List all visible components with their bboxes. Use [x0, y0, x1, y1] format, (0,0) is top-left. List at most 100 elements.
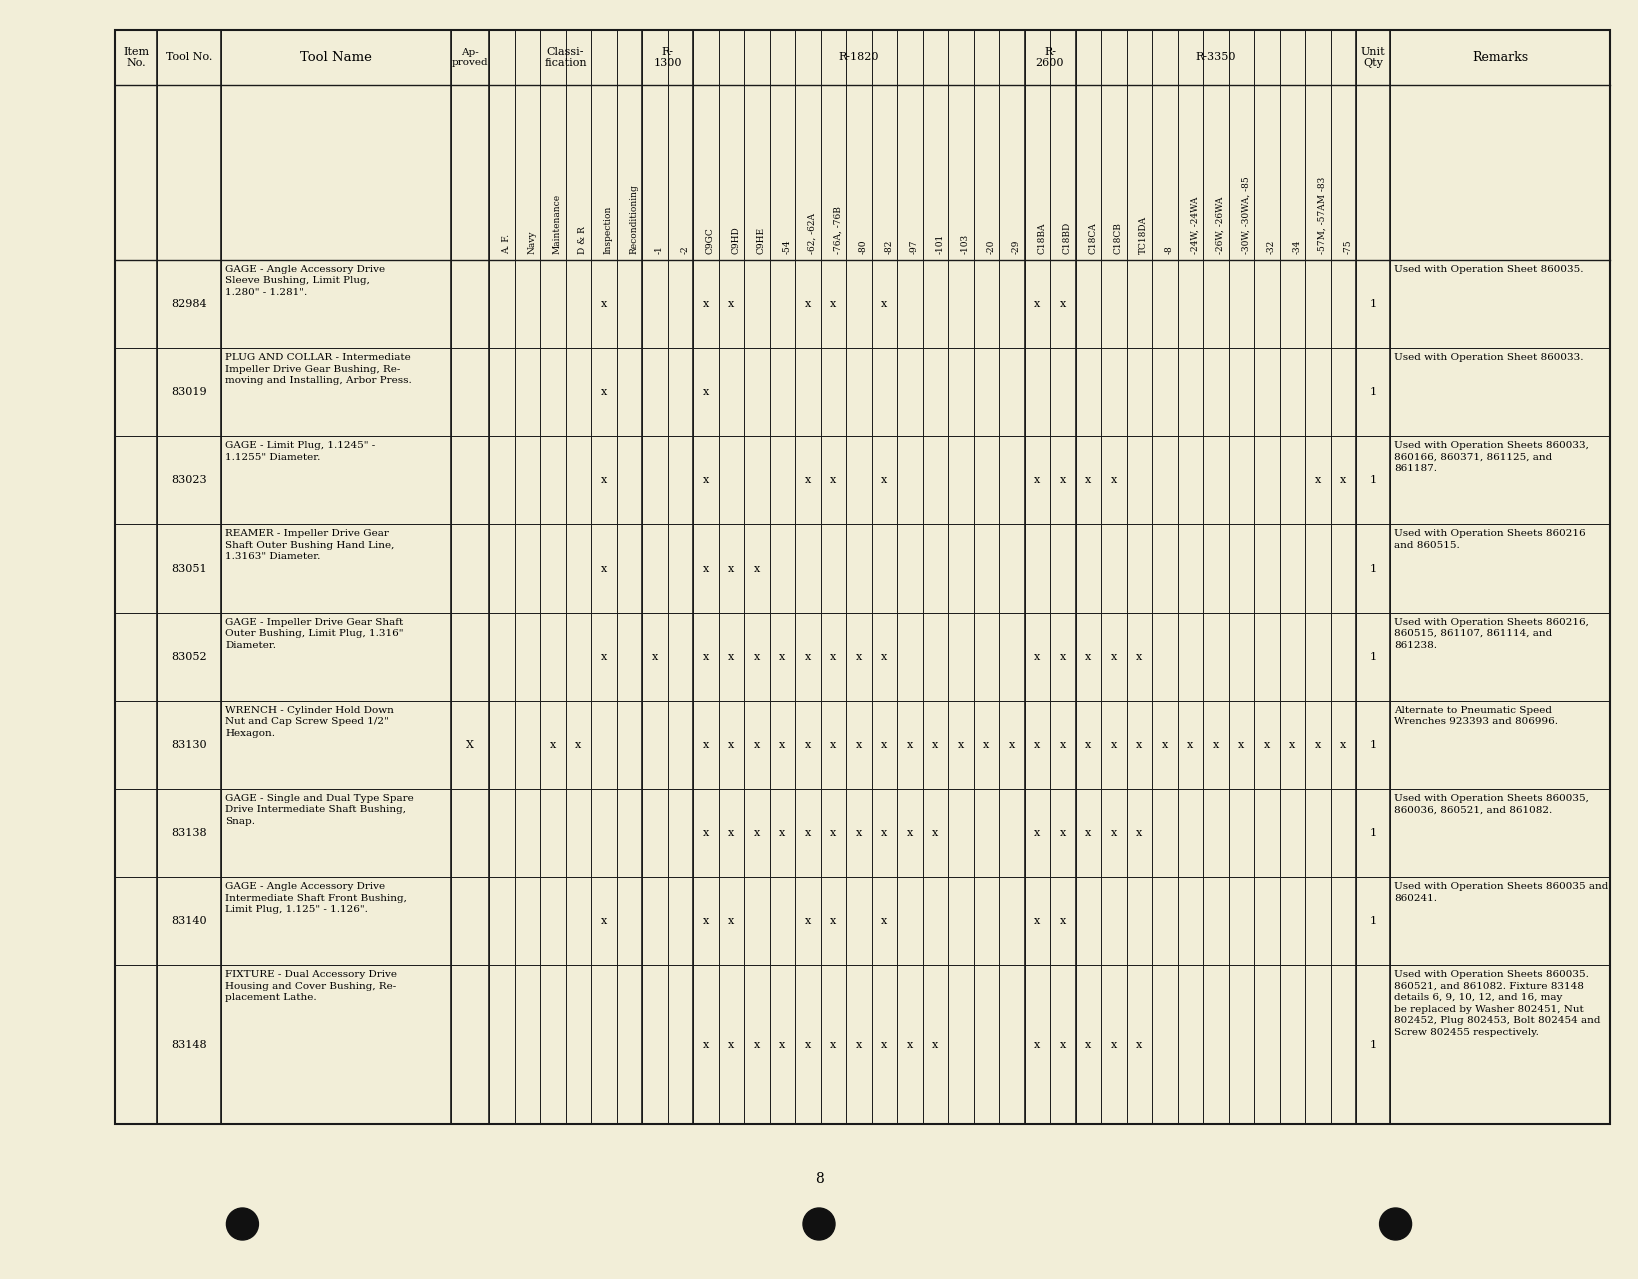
Text: x: x [703, 916, 709, 926]
Text: C9HE: C9HE [757, 226, 765, 255]
Text: WRENCH - Cylinder Hold Down
Nut and Cap Screw Speed 1/2"
Hexagon.: WRENCH - Cylinder Hold Down Nut and Cap … [224, 706, 393, 738]
Text: Tool Name: Tool Name [300, 51, 372, 64]
Text: Navy: Navy [527, 230, 536, 255]
Text: x: x [1137, 828, 1142, 838]
Text: x: x [652, 652, 658, 661]
Text: GAGE - Limit Plug, 1.1245" -
1.1255" Diameter.: GAGE - Limit Plug, 1.1245" - 1.1255" Dia… [224, 441, 375, 462]
Text: Used with Operation Sheets 860216,
860515, 861107, 861114, and
861238.: Used with Operation Sheets 860216, 86051… [1394, 618, 1589, 650]
Text: x: x [1238, 739, 1245, 749]
Text: x: x [753, 1040, 760, 1050]
Text: GAGE - Angle Accessory Drive
Sleeve Bushing, Limit Plug,
1.280" - 1.281".: GAGE - Angle Accessory Drive Sleeve Bush… [224, 265, 385, 297]
Text: x: x [1009, 739, 1016, 749]
Text: x: x [881, 476, 888, 486]
Text: Classi-
fication: Classi- fication [544, 47, 586, 68]
Text: Unit
Qty: Unit Qty [1361, 47, 1386, 68]
Text: x: x [1137, 739, 1142, 749]
Text: C18BA: C18BA [1037, 223, 1047, 255]
Text: -54: -54 [783, 239, 791, 255]
Bar [115, 29, 1610, 1124]
Text: -2: -2 [680, 246, 690, 255]
Text: Remarks: Remarks [1473, 51, 1528, 64]
Text: -80: -80 [858, 239, 868, 255]
Text: x: x [1315, 739, 1320, 749]
Text: Used with Operation Sheets 860216
and 860515.: Used with Operation Sheets 860216 and 86… [1394, 530, 1586, 550]
Text: x: x [906, 1040, 912, 1050]
Text: x: x [753, 828, 760, 838]
Text: x: x [729, 564, 734, 573]
Text: x: x [1060, 299, 1066, 310]
Text: 83140: 83140 [172, 916, 206, 926]
Text: 1: 1 [1369, 828, 1376, 838]
Text: -34: -34 [1292, 239, 1301, 255]
Text: x: x [601, 299, 606, 310]
Text: GAGE - Impeller Drive Gear Shaft
Outer Bushing, Limit Plug, 1.316"
Diameter.: GAGE - Impeller Drive Gear Shaft Outer B… [224, 618, 403, 650]
Text: x: x [601, 916, 606, 926]
Text: 1: 1 [1369, 299, 1376, 310]
Text: x: x [601, 388, 606, 398]
Text: x: x [1111, 652, 1117, 661]
Text: 1: 1 [1369, 564, 1376, 573]
Text: x: x [1212, 739, 1219, 749]
Text: x: x [1111, 1040, 1117, 1050]
Circle shape [803, 1207, 835, 1241]
Text: x: x [1084, 828, 1091, 838]
Text: PLUG AND COLLAR - Intermediate
Impeller Drive Gear Bushing, Re-
moving and Insta: PLUG AND COLLAR - Intermediate Impeller … [224, 353, 411, 385]
Text: x: x [1263, 739, 1269, 749]
Text: Ap-
proved: Ap- proved [452, 47, 488, 68]
Text: x: x [1111, 476, 1117, 486]
Text: GAGE - Single and Dual Type Spare
Drive Intermediate Shaft Bushing,
Snap.: GAGE - Single and Dual Type Spare Drive … [224, 794, 414, 826]
Text: C9HD: C9HD [731, 226, 740, 255]
Text: C18BD: C18BD [1063, 221, 1071, 255]
Text: 83138: 83138 [172, 828, 206, 838]
Text: x: x [703, 1040, 709, 1050]
Text: x: x [830, 476, 837, 486]
Text: x: x [601, 564, 606, 573]
Text: A. F.: A. F. [501, 234, 511, 255]
Text: Used with Operation Sheet 860035.: Used with Operation Sheet 860035. [1394, 265, 1584, 274]
Text: -32: -32 [1266, 239, 1276, 255]
Text: x: x [932, 1040, 939, 1050]
Text: x: x [830, 828, 837, 838]
Text: x: x [1060, 828, 1066, 838]
Text: Used with Operation Sheets 860033,
860166, 860371, 861125, and
861187.: Used with Operation Sheets 860033, 86016… [1394, 441, 1589, 473]
Text: TC18DA: TC18DA [1140, 216, 1148, 255]
Text: x: x [804, 739, 811, 749]
Text: D & R: D & R [578, 226, 588, 255]
Text: x: x [1034, 739, 1040, 749]
Text: x: x [780, 652, 785, 661]
Text: x: x [601, 476, 606, 486]
Text: x: x [1340, 739, 1346, 749]
Text: x: x [804, 652, 811, 661]
Text: x: x [1034, 299, 1040, 310]
Text: 8: 8 [814, 1172, 824, 1186]
Text: x: x [780, 828, 785, 838]
Text: -101: -101 [935, 234, 943, 255]
Text: -8: -8 [1165, 246, 1174, 255]
Text: x: x [1315, 476, 1320, 486]
Text: x: x [753, 739, 760, 749]
Text: x: x [1084, 476, 1091, 486]
Text: x: x [1034, 916, 1040, 926]
Text: 82984: 82984 [172, 299, 206, 310]
Text: R-
2600: R- 2600 [1035, 47, 1065, 68]
Text: -62, -62A: -62, -62A [808, 214, 817, 255]
Text: C18CB: C18CB [1114, 223, 1122, 255]
Text: x: x [729, 739, 734, 749]
Text: -82: -82 [885, 239, 893, 255]
Text: -76A, -76B: -76A, -76B [834, 206, 842, 255]
Text: x: x [1034, 652, 1040, 661]
Text: 1: 1 [1369, 476, 1376, 486]
Text: x: x [1084, 739, 1091, 749]
Text: 83052: 83052 [172, 652, 206, 661]
Text: C18CA: C18CA [1088, 223, 1097, 255]
Text: x: x [855, 652, 862, 661]
Text: x: x [855, 739, 862, 749]
Text: -57M, -57AM -83: -57M, -57AM -83 [1317, 177, 1327, 255]
Text: 83130: 83130 [172, 739, 206, 749]
Text: x: x [830, 739, 837, 749]
Text: x: x [932, 739, 939, 749]
Text: x: x [703, 739, 709, 749]
Text: x: x [881, 1040, 888, 1050]
Text: 1: 1 [1369, 388, 1376, 398]
Text: x: x [855, 828, 862, 838]
